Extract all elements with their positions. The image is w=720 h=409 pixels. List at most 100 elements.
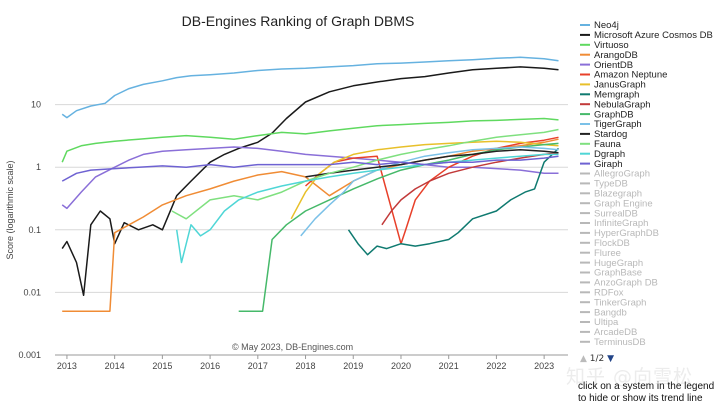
- series-line-nebulagraph[interactable]: [381, 152, 559, 226]
- legend-label: ArcadeDB: [594, 327, 637, 338]
- legend-label: Ultipa: [594, 317, 619, 328]
- legend-label: FlockDB: [594, 238, 630, 249]
- legend-item-infinitegraph[interactable]: InfiniteGraph: [580, 218, 648, 229]
- legend-item-tigergraph[interactable]: TigerGraph: [580, 119, 642, 130]
- legend-item-fluree[interactable]: Fluree: [580, 248, 621, 259]
- series-line-dgraph[interactable]: [175, 153, 559, 264]
- legend-item-blazegraph[interactable]: Blazegraph: [580, 189, 642, 200]
- legend-hint: click on a system in the legend to hide …: [578, 381, 714, 405]
- legend-label: Graph Engine: [594, 198, 653, 209]
- x-tick-label: 2021: [439, 361, 459, 371]
- series-line-graphdb[interactable]: [238, 142, 559, 312]
- series-line-orientdb[interactable]: [61, 146, 559, 210]
- legend-item-microsoft-azure-cosmos-db[interactable]: Microsoft Azure Cosmos DB: [580, 30, 713, 41]
- x-tick-label: 2014: [105, 361, 125, 371]
- legend-pager: ▲ 1/2 ▼: [580, 354, 614, 364]
- legend-label: AnzoGraph DB: [594, 278, 658, 289]
- legend-item-graph-engine[interactable]: Graph Engine: [580, 198, 653, 209]
- legend-label: TinkerGraph: [594, 297, 646, 308]
- legend-item-nebulagraph[interactable]: NebulaGraph: [580, 99, 651, 110]
- legend-item-bangdb[interactable]: Bangdb: [580, 307, 627, 318]
- legend-item-giraph[interactable]: Giraph: [580, 159, 623, 170]
- legend-label: Fluree: [594, 248, 621, 259]
- credit-text: © May 2023, DB-Engines.com: [232, 342, 354, 352]
- legend-label: ArangoDB: [594, 50, 638, 61]
- x-tick-label: 2019: [343, 361, 363, 371]
- legend-item-memgraph[interactable]: Memgraph: [580, 90, 639, 101]
- legend-item-terminusdb[interactable]: TerminusDB: [580, 337, 646, 348]
- legend-item-tinkergraph[interactable]: TinkerGraph: [580, 297, 646, 308]
- series-line-fauna[interactable]: [171, 128, 559, 220]
- x-tick-label: 2022: [486, 361, 506, 371]
- legend-label: Bangdb: [594, 307, 627, 318]
- legend-item-janusgraph[interactable]: JanusGraph: [580, 80, 646, 91]
- legend-item-surrealdb[interactable]: SurrealDB: [580, 208, 638, 219]
- legend-label: Blazegraph: [594, 189, 642, 200]
- legend-page-down-icon[interactable]: ▼: [607, 354, 615, 364]
- legend-hint-line-1: click on a system in the legend: [578, 381, 715, 392]
- series-line-stardog[interactable]: [305, 149, 559, 178]
- legend-label: Neo4j: [594, 20, 619, 31]
- chart-title: DB-Engines Ranking of Graph DBMS: [182, 13, 415, 29]
- legend-item-rdfox[interactable]: RDFox: [580, 288, 624, 299]
- x-tick-label: 2015: [152, 361, 172, 371]
- y-tick-label: 10: [31, 100, 41, 110]
- x-tick-label: 2017: [248, 361, 268, 371]
- legend-item-graphdb[interactable]: GraphDB: [580, 109, 634, 120]
- legend-item-virtuoso[interactable]: Virtuoso: [580, 40, 629, 51]
- series-line-janusgraph[interactable]: [290, 140, 559, 220]
- series-line-tigergraph[interactable]: [300, 146, 559, 237]
- y-axis-label: Score (logarithmic scale): [5, 160, 15, 259]
- legend-label: Giraph: [594, 159, 623, 170]
- legend-label: SurrealDB: [594, 208, 638, 219]
- legend-page-up-icon[interactable]: ▲: [580, 354, 587, 364]
- legend-item-arangodb[interactable]: ArangoDB: [580, 50, 638, 61]
- legend-item-neo4j[interactable]: Neo4j: [580, 20, 619, 31]
- legend-label: JanusGraph: [594, 80, 646, 91]
- legend-item-hugegraph[interactable]: HugeGraph: [580, 258, 643, 269]
- legend-item-amazon-neptune[interactable]: Amazon Neptune: [580, 70, 667, 81]
- legend-label: Memgraph: [594, 90, 639, 101]
- legend-label: NebulaGraph: [594, 99, 651, 110]
- series-line-neo4j[interactable]: [61, 56, 559, 119]
- legend-item-allegrograph[interactable]: AllegroGraph: [580, 169, 650, 180]
- legend-hint-line-2: to hide or show its trend line: [578, 393, 703, 404]
- legend-label: OrientDB: [594, 60, 633, 71]
- y-tick-label: 0.001: [18, 350, 41, 360]
- legend-item-typedb[interactable]: TypeDB: [580, 179, 628, 190]
- legend-item-anzograph-db[interactable]: AnzoGraph DB: [580, 278, 658, 289]
- legend-label: Stardog: [594, 129, 627, 140]
- legend-item-flockdb[interactable]: FlockDB: [580, 238, 630, 249]
- series-line-virtuoso[interactable]: [61, 117, 559, 163]
- legend-item-dgraph[interactable]: Dgraph: [580, 149, 625, 160]
- series-line-microsoft-azure-cosmos-db[interactable]: [61, 66, 559, 297]
- legend-label: TerminusDB: [594, 337, 646, 348]
- legend-item-hypergraphdb[interactable]: HyperGraphDB: [580, 228, 659, 239]
- legend-label: Microsoft Azure Cosmos DB: [594, 30, 713, 41]
- legend-item-ultipa[interactable]: Ultipa: [580, 317, 619, 328]
- legend-label: GraphBase: [594, 268, 642, 279]
- series-line-memgraph[interactable]: [347, 147, 560, 256]
- legend-label: TypeDB: [594, 179, 628, 190]
- y-tick-label: 0.01: [23, 287, 41, 297]
- legend-label: Dgraph: [594, 149, 625, 160]
- x-tick-label: 2020: [391, 361, 411, 371]
- series-line-amazon-neptune[interactable]: [305, 136, 559, 245]
- legend-label: Amazon Neptune: [594, 70, 667, 81]
- legend-label: Virtuoso: [594, 40, 629, 51]
- watermark: 知乎 @向雪松: [566, 366, 694, 388]
- legend-item-stardog[interactable]: Stardog: [580, 129, 627, 140]
- series-line-giraph[interactable]: [61, 155, 559, 182]
- legend-label: RDFox: [594, 288, 624, 299]
- y-tick-label: 1: [36, 162, 41, 172]
- legend-item-arcadedb[interactable]: ArcadeDB: [580, 327, 637, 338]
- legend-item-fauna[interactable]: Fauna: [580, 139, 622, 150]
- legend-label: Fauna: [594, 139, 622, 150]
- y-tick-label: 0.1: [28, 225, 41, 235]
- legend-label: HyperGraphDB: [594, 228, 659, 239]
- legend-page-indicator: 1/2: [589, 354, 605, 364]
- legend-item-graphbase[interactable]: GraphBase: [580, 268, 642, 279]
- legend-item-orientdb[interactable]: OrientDB: [580, 60, 633, 71]
- legend-label: AllegroGraph: [594, 169, 650, 180]
